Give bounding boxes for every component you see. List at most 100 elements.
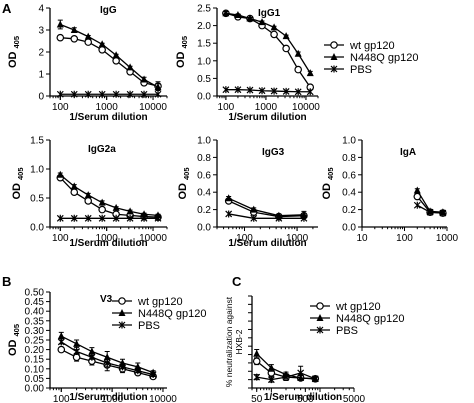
y-tick-label: 0.35 bbox=[25, 316, 45, 327]
data-point bbox=[57, 332, 65, 340]
chart-panel-2: 0.0 0.5 1.0 1.5 100 1000 10000 IgG2a 1/Serum dil… bbox=[11, 136, 168, 249]
x-tick-label: 10000 bbox=[139, 102, 167, 113]
data-point bbox=[56, 33, 65, 42]
legend-n448q-marker bbox=[118, 309, 126, 316]
data-point bbox=[270, 87, 278, 95]
x-axis-label: 1/Serum dilution bbox=[228, 112, 306, 123]
y-axis-label: OD 405 bbox=[7, 324, 21, 356]
data-point bbox=[246, 86, 254, 94]
x-tick-label: 100 bbox=[218, 102, 235, 113]
data-point bbox=[246, 14, 254, 22]
data-point bbox=[70, 214, 78, 222]
panel-label-c: C bbox=[232, 274, 242, 289]
x-tick-label: 10000 bbox=[149, 394, 177, 403]
y-tick-label: 0.15 bbox=[25, 355, 45, 366]
x-tick-label: 5000 bbox=[343, 394, 366, 403]
data-point bbox=[103, 359, 111, 367]
y-axis-label: OD 405 bbox=[175, 36, 189, 68]
series-wt-gp120 bbox=[222, 9, 315, 92]
legend-pbs-marker bbox=[316, 326, 324, 334]
x-tick-label: 100 bbox=[236, 233, 253, 244]
data-point bbox=[70, 90, 78, 98]
series-pbs bbox=[413, 201, 447, 217]
data-point bbox=[98, 205, 106, 214]
y-tick-label: 0.2 bbox=[342, 205, 356, 216]
data-point bbox=[112, 56, 120, 65]
data-point bbox=[126, 214, 134, 222]
data-point bbox=[282, 44, 290, 53]
data-point bbox=[253, 373, 261, 381]
y-tick-label: 0.4 bbox=[197, 188, 211, 199]
chart-panel-1: 0.0 0.5 1.0 1.5 2.0 2.5 100 1000 10000 IgG1 1/Seru… bbox=[175, 4, 320, 124]
x-tick-label: 100 bbox=[396, 233, 413, 244]
series-wt-gp120 bbox=[224, 197, 308, 221]
data-point bbox=[154, 83, 162, 91]
y-tick-label: 1.0 bbox=[30, 165, 44, 176]
series-pbs bbox=[57, 338, 157, 379]
y-tick-label: 1.5 bbox=[197, 39, 211, 50]
series-pbs bbox=[253, 365, 319, 384]
x-axis-label: 1/Serum dilution bbox=[264, 392, 342, 403]
data-point bbox=[119, 363, 126, 371]
data-point bbox=[57, 338, 65, 346]
y-tick-label: 0.0 bbox=[197, 92, 211, 103]
data-point bbox=[56, 90, 64, 98]
legend-entry-pbs: PBS bbox=[336, 325, 358, 337]
data-point bbox=[112, 51, 120, 59]
legend-entry-wt: wt gp120 bbox=[335, 301, 381, 313]
x-tick-label: 1000 bbox=[96, 102, 119, 113]
series-n448q-gp120 bbox=[222, 9, 314, 77]
y-tick-label: 2.0 bbox=[197, 21, 211, 32]
y-tick-label: 0.10 bbox=[25, 364, 45, 375]
y-tick-label: 0.25 bbox=[25, 336, 45, 347]
chart-title: IgG3 bbox=[262, 147, 285, 158]
y-axis-label: OD 405 bbox=[11, 167, 25, 199]
x-axis-label: 1/Serum dilution bbox=[69, 238, 147, 249]
chart-title: IgG bbox=[100, 5, 117, 16]
legend-n448q-marker bbox=[316, 314, 324, 321]
data-point bbox=[234, 11, 242, 19]
chart-panel-3: 0.0 0.2 0.4 0.6 0.8 1.0 100 1000 IgG3 1/Serum dil… bbox=[177, 136, 318, 249]
legend-pbs-marker bbox=[330, 65, 338, 73]
data-point bbox=[306, 69, 314, 77]
panel-label-a: A bbox=[2, 1, 12, 16]
x-axis-label: 1/Serum dilution bbox=[69, 112, 147, 123]
data-point bbox=[84, 38, 93, 46]
y-tick-label: 0.8 bbox=[342, 153, 356, 164]
data-point bbox=[252, 357, 261, 366]
x-tick-label: 10000 bbox=[139, 233, 167, 244]
data-point bbox=[112, 214, 120, 222]
data-point bbox=[88, 347, 96, 355]
y-tick-label: 0.30 bbox=[25, 326, 45, 337]
data-point bbox=[98, 214, 106, 222]
data-point bbox=[275, 214, 283, 222]
x-tick-label: 500 bbox=[297, 394, 314, 403]
legend-n448q-marker bbox=[330, 53, 338, 60]
data-point bbox=[98, 40, 106, 48]
y-tick-label: 0.0 bbox=[197, 223, 211, 234]
legend-neutralization: wt gp120 N448Q gp120 PBS bbox=[310, 301, 405, 337]
data-point bbox=[84, 32, 92, 40]
legend-wt-marker bbox=[316, 302, 324, 310]
legend-wt-marker bbox=[330, 41, 338, 49]
y-tick-label: 0.6 bbox=[342, 170, 356, 181]
chart-title: IgG1 bbox=[258, 8, 281, 19]
data-point bbox=[134, 367, 142, 375]
series-pbs bbox=[222, 86, 314, 96]
legend-entry-n448q: N448Q gp120 bbox=[336, 313, 405, 325]
x-tick-label: 100 bbox=[52, 102, 69, 113]
y-tick-label: 4 bbox=[38, 4, 44, 15]
series-line bbox=[225, 12, 311, 74]
x-tick-label: 1000 bbox=[101, 394, 124, 403]
legend-entry-n448q: N448Q gp120 bbox=[138, 308, 207, 320]
data-point bbox=[56, 170, 64, 178]
y-tick-label: 0 bbox=[38, 92, 44, 103]
data-point bbox=[126, 90, 134, 98]
y-tick-label: 0.6 bbox=[197, 170, 211, 181]
series-line bbox=[59, 177, 159, 218]
data-point bbox=[103, 353, 111, 361]
data-point bbox=[222, 86, 230, 94]
data-point bbox=[300, 214, 308, 222]
